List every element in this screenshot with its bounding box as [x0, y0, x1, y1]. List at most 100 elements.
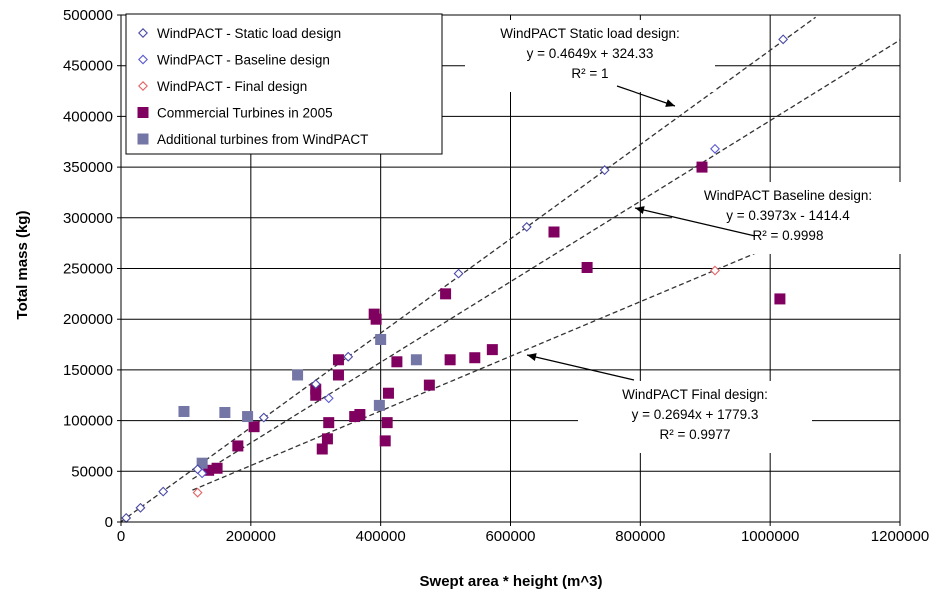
- x-tick-label: 200000: [226, 528, 276, 545]
- data-point: [332, 369, 344, 381]
- data-point: [310, 379, 321, 390]
- data-point: [211, 462, 223, 474]
- legend-entry-label: WindPACT - Baseline design: [157, 53, 330, 68]
- annotation-line: R² = 0.9977: [660, 427, 731, 442]
- data-point: [203, 464, 215, 476]
- y-tick-label: 0: [105, 514, 113, 531]
- trendline-annotation: WindPACT Baseline design: y = 0.3973x - 1…: [634, 182, 904, 254]
- y-tick-label: 50000: [71, 463, 113, 480]
- x-tick-label: 1200000: [871, 528, 929, 545]
- data-point: [232, 440, 244, 452]
- data-point: [370, 313, 382, 325]
- data-point: [310, 383, 322, 395]
- data-point: [248, 421, 260, 433]
- annotation-arrow-line: [526, 354, 635, 381]
- data-point: [197, 468, 208, 479]
- annotation-line: WindPACT Final design:: [622, 387, 768, 402]
- annotation-line: WindPACT Static load design:: [500, 26, 680, 41]
- annotation-background: [672, 182, 904, 254]
- data-point: [778, 34, 789, 45]
- legend-marker: [138, 81, 148, 91]
- legend-marker: [138, 54, 148, 65]
- data-points: [121, 34, 789, 523]
- series-group: [178, 333, 422, 469]
- data-point: [192, 487, 203, 498]
- y-tick-label: 350000: [63, 159, 113, 176]
- y-tick-label: 150000: [63, 362, 113, 379]
- legend: WindPACT - Static load design WindPACT - …: [125, 13, 443, 155]
- annotation-arrowhead: [665, 99, 675, 107]
- series-group: [121, 34, 789, 523]
- annotation-line: y = 0.2694x + 1779.3: [632, 407, 759, 422]
- data-point: [158, 486, 169, 497]
- data-point: [381, 417, 393, 429]
- y-tick-label: 400000: [63, 108, 113, 125]
- data-point: [316, 443, 328, 455]
- data-point: [178, 405, 190, 417]
- data-point: [423, 379, 435, 391]
- data-point: [354, 409, 366, 421]
- data-point: [242, 411, 254, 423]
- legend-entry-label: WindPACT - Static load design: [157, 26, 341, 41]
- data-point: [444, 354, 456, 366]
- legend-marker: [138, 28, 148, 38]
- data-point: [219, 406, 231, 418]
- data-point: [196, 457, 208, 469]
- x-tick-label: 400000: [356, 528, 406, 545]
- y-tick-label: 200000: [63, 311, 113, 328]
- data-point: [391, 356, 403, 368]
- data-point: [323, 393, 334, 404]
- legend-marker: [137, 107, 149, 118]
- annotation-arrowhead: [527, 353, 537, 361]
- data-point: [410, 354, 422, 366]
- x-tick-label: 600000: [485, 528, 535, 545]
- data-point: [521, 221, 532, 232]
- data-point: [440, 288, 452, 300]
- data-point: [343, 351, 354, 362]
- annotation-line: y = 0.3973x - 1414.4: [726, 208, 850, 223]
- trendline: [192, 39, 901, 480]
- y-tick-label: 450000: [63, 58, 113, 75]
- data-point: [292, 369, 304, 381]
- trendline-annotation: WindPACT Final design: y = 0.2694x + 1779…: [526, 353, 812, 453]
- annotation-background: [465, 20, 715, 92]
- data-point: [321, 433, 333, 445]
- data-point: [332, 354, 344, 366]
- legend-marker: [137, 133, 149, 145]
- annotation-line: R² = 1: [571, 66, 608, 81]
- data-point: [710, 143, 720, 154]
- data-point: [599, 165, 610, 176]
- data-point: [548, 226, 560, 238]
- legend-box: [125, 13, 443, 155]
- data-point: [258, 412, 269, 423]
- data-point: [469, 352, 481, 364]
- trendlines: [120, 16, 901, 523]
- data-point: [774, 293, 786, 305]
- annotation-line: WindPACT Baseline design:: [704, 188, 872, 203]
- legend-entry-label: Additional turbines from WindPACT: [157, 132, 368, 147]
- trendline-annotation: WindPACT Static load design: y = 0.4649x …: [465, 20, 715, 107]
- annotation-arrow-line: [616, 85, 676, 107]
- data-point: [696, 161, 708, 173]
- x-tick-label: 0: [117, 528, 125, 545]
- trendline-annotations: WindPACT Static load design: y = 0.4649x …: [465, 20, 904, 453]
- y-tick-label: 300000: [63, 210, 113, 227]
- data-point: [375, 333, 387, 345]
- y-tick-label: 100000: [63, 413, 113, 430]
- y-tick-label: 250000: [63, 261, 113, 278]
- data-point: [323, 417, 335, 429]
- data-point: [486, 344, 498, 356]
- series-group: [192, 265, 720, 498]
- annotation-line: y = 0.4649x + 324.33: [527, 46, 654, 61]
- legend-entry-label: WindPACT - Final design: [157, 79, 307, 94]
- trendline: [120, 16, 816, 523]
- x-tick-label: 1000000: [741, 528, 799, 545]
- data-point: [382, 387, 394, 399]
- x-axis-ticks: 0 200000 400000 600000 800000 1000000 1200000: [117, 522, 929, 545]
- data-point: [581, 261, 593, 273]
- data-point: [379, 435, 391, 447]
- x-axis-title: Swept area * height (m^3): [420, 573, 603, 590]
- data-point: [710, 265, 720, 276]
- annotation-background: [578, 381, 812, 453]
